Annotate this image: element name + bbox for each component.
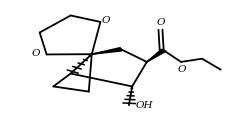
Polygon shape xyxy=(147,49,166,62)
Text: OH: OH xyxy=(135,101,153,110)
Text: O: O xyxy=(157,18,165,27)
Text: O: O xyxy=(102,16,110,25)
Text: O: O xyxy=(177,65,186,74)
Text: O: O xyxy=(32,49,40,58)
Polygon shape xyxy=(92,48,122,54)
